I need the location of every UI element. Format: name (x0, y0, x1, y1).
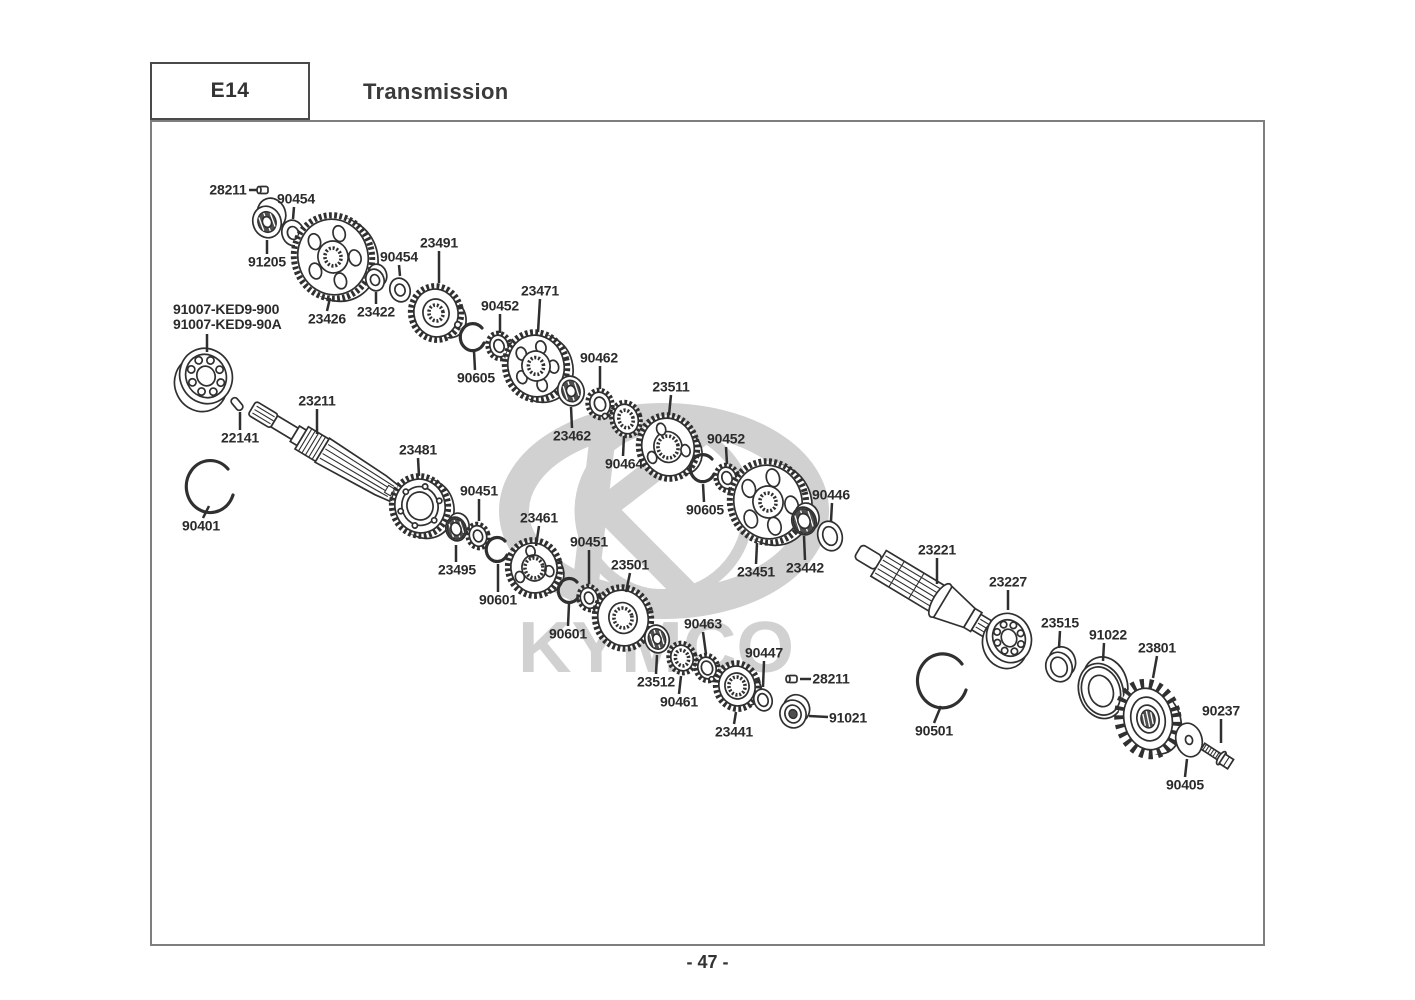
leader-line-23515-40 (1057, 630, 1062, 649)
section-code: E14 (210, 79, 250, 102)
part-23515-bushing (1044, 645, 1077, 683)
part-91021-bushing (779, 693, 811, 729)
part-22141-pin (230, 396, 244, 412)
part-90454-washer-b (388, 277, 412, 303)
part-23461-dog-gear (504, 537, 565, 599)
leader-line-23471-26 (536, 298, 542, 333)
part-91022-oil-seal (1077, 656, 1129, 720)
part-90401-circlip (184, 458, 235, 515)
leader-line-23511-32 (667, 394, 673, 416)
leader-line-90461-20 (677, 675, 683, 695)
part-23227-ball-bearing (981, 612, 1033, 670)
part-23211-mainshaft (248, 401, 408, 506)
leader-lines (201, 188, 1223, 778)
part-90605-circlip-b (688, 453, 716, 484)
leader-line-23461-15 (534, 525, 541, 547)
leader-line-90463-21 (701, 631, 708, 655)
leader-line-23801-42 (1151, 655, 1159, 679)
part-90452-spline-washer-a (485, 330, 513, 362)
part-90446-washer (816, 520, 844, 552)
part-90601-circlip-a (484, 535, 509, 564)
leader-line-23512-19 (654, 654, 659, 675)
leader-line-23451-35 (754, 542, 759, 565)
part-90605-circlip-a (458, 322, 486, 353)
part-23451-gear (726, 458, 813, 547)
part-23491-gear (407, 283, 467, 343)
section-code-box: E14 (150, 62, 310, 120)
leader-line-91021-25 (808, 714, 829, 719)
leader-line-91022-41 (1101, 642, 1106, 662)
part-90464-spline-washer (609, 399, 643, 439)
leader-line-90454-1 (291, 206, 296, 220)
part-23441-gear (712, 660, 763, 712)
part-90447-washer (752, 688, 774, 712)
part-90462-washer (585, 387, 615, 421)
leader-line-90452-33 (724, 446, 729, 465)
part-23512-roller-bearing (643, 624, 671, 654)
leader-line-23462-30 (569, 406, 574, 429)
page-number: - 47 - (686, 952, 729, 972)
part-90451-spline-washer-a (465, 521, 491, 551)
part-91205-needle-bearing (251, 197, 287, 239)
leader-line-90405-44 (1183, 758, 1189, 778)
leader-line-23501-18 (624, 572, 632, 593)
part-23462-roller-bearing (556, 375, 586, 407)
leader-line-90605-34 (701, 483, 706, 503)
leader-line-23426-3 (325, 297, 332, 312)
part-91007-ball-bearing (173, 347, 234, 413)
part-23801-drive-sprocket (1114, 678, 1183, 760)
leader-line-90601-17 (566, 603, 571, 627)
part-23422-collar (364, 263, 388, 292)
part-23495-bushing (444, 512, 470, 542)
part-23221-countershaft (854, 544, 1001, 642)
leader-line-90401-10 (201, 505, 211, 519)
part-23426-final-gear (290, 212, 379, 303)
page-title: Transmission (363, 79, 509, 104)
leader-line-23441-22 (732, 711, 738, 725)
part-28211-dowel-pin (256, 185, 269, 195)
part-23442-bushing (790, 502, 820, 536)
leader-line-90454-5 (397, 264, 402, 277)
part-23501-gear (591, 584, 655, 652)
leader-line-23481-11 (416, 457, 421, 477)
leader-line-90605-28 (472, 350, 477, 371)
leader-line-90446-37 (829, 502, 834, 522)
part-90405-washer (1174, 722, 1204, 758)
leader-line-23442-36 (802, 535, 807, 561)
part-90461-spline-washer (666, 640, 698, 676)
part-23481-gear (388, 473, 455, 540)
leader-line-90447-23 (761, 660, 766, 688)
leader-line-90464-31 (621, 435, 626, 457)
part-90451-spline-washer-b (576, 583, 602, 613)
leader-line-90501-45 (932, 705, 943, 724)
parts-layer (173, 185, 1235, 770)
part-90601-circlip-b (556, 576, 581, 605)
part-28211-dowel-pin-b (785, 674, 798, 684)
part-23471-gear (501, 329, 574, 404)
part-90501-circlip (915, 652, 968, 710)
part-90237-bolt (1199, 742, 1235, 770)
part-90463-washer (693, 652, 721, 684)
